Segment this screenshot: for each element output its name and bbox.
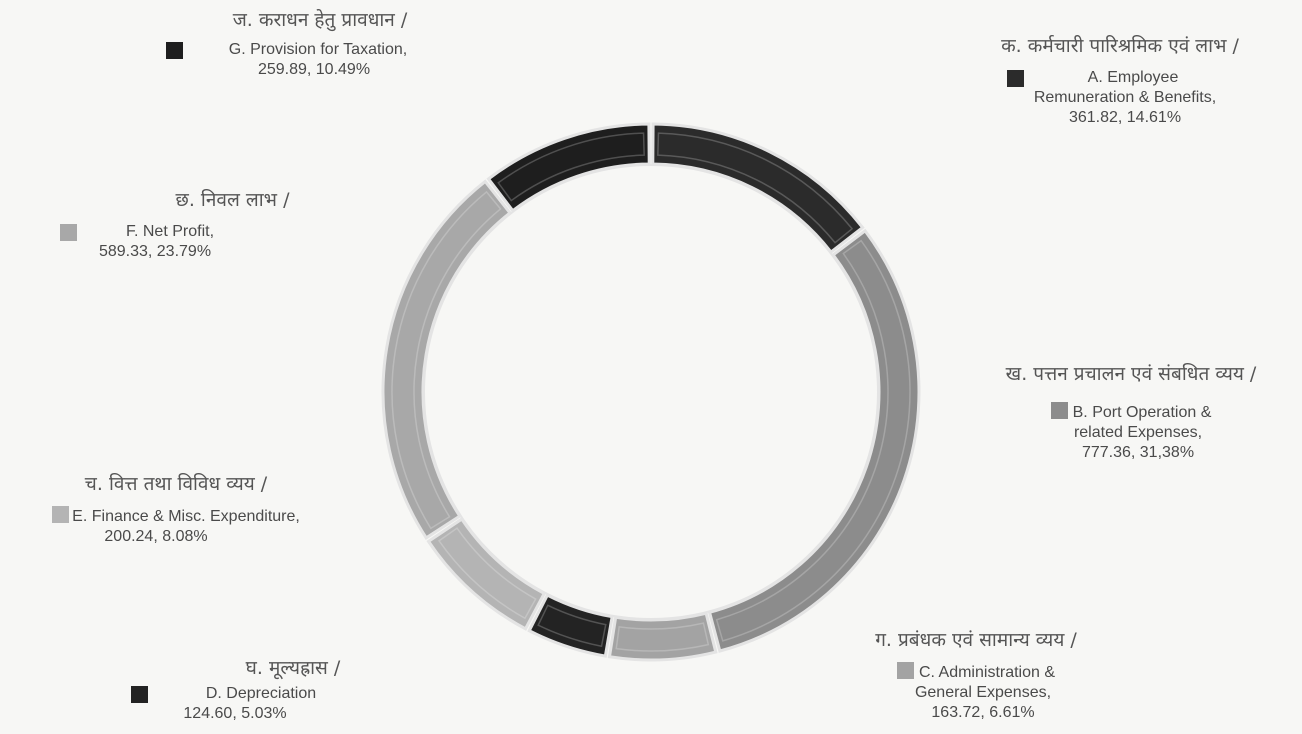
legend-g: ज. कराधन हेतु प्रावधान / G. Provision fo… [150,8,470,80]
legend-b-line2: related Expenses, [966,423,1296,443]
legend-g-hindi: ज. कराधन हेतु प्रावधान / [150,8,470,32]
legend-a-line3: 361.82, 14.61% [930,108,1302,128]
donut-slice-a [653,124,863,252]
legend-d: घ. मूल्यह्रास / D. Depreciation 124.60, … [110,656,410,724]
legend-f-line2: 589.33, 23.79% [40,242,340,262]
legend-a-line1: A. Employee [1062,69,1179,86]
donut-slice-a-arc [653,124,863,252]
legend-a-hindi: क. कर्मचारी पारिश्रमिक एवं लाभ / [930,34,1302,58]
legend-c-line1: C. Administration & [919,664,1055,681]
legend-g-line2: 259.89, 10.49% [150,60,470,80]
donut-slice-e [428,519,544,629]
donut-inner-ring [424,165,878,619]
donut-slice-f-arc [383,181,510,537]
donut-slice-b [710,231,919,651]
legend-b: ख. पत्तन प्रचालन एवं संबधित व्यय / B. Po… [966,362,1296,463]
legend-e-swatch [52,506,69,523]
legend-a-line2: Remuneration & Benefits, [930,88,1302,108]
legend-f-hindi: छ. निवल लाभ / [40,188,340,212]
legend-b-line3: 777.36, 31,38% [966,443,1296,463]
legend-e: च. वित्त तथा विविध व्यय / E. Finance & M… [6,472,346,547]
legend-c-swatch [897,662,914,679]
legend-f: छ. निवल लाभ / F. Net Profit, 589.33, 23.… [40,188,340,262]
legend-d-swatch [131,686,148,703]
legend-c: ग. प्रबंधक एवं सामान्य व्यय / C. Adminis… [836,628,1116,723]
legend-a-swatch [1007,70,1024,87]
legend-f-swatch [60,224,77,241]
donut-slice-b-arc [710,231,919,651]
donut-slice-f [383,181,510,537]
legend-b-hindi: ख. पत्तन प्रचालन एवं संबधित व्यय / [966,362,1296,386]
legend-b-swatch [1051,402,1068,419]
legend-a: क. कर्मचारी पारिश्रमिक एवं लाभ / A. Empl… [930,34,1302,128]
legend-f-line1: F. Net Profit, [126,223,254,240]
legend-c-line2: General Expenses, [836,683,1116,703]
legend-g-swatch [166,42,183,59]
donut-slice-c [609,613,715,660]
donut-slice-c-arc [609,613,715,660]
legend-d-line1: D. Depreciation [204,685,316,702]
legend-d-hindi: घ. मूल्यह्रास / [110,656,410,680]
legend-d-line2: 124.60, 5.03% [110,704,410,724]
legend-e-line1: E. Finance & Misc. Expenditure, [72,508,300,525]
legend-e-hindi: च. वित्त तथा विविध व्यय / [6,472,346,496]
legend-g-line1: G. Provision for Taxation, [213,41,407,58]
legend-b-line1: B. Port Operation & [1073,404,1212,421]
legend-c-line3: 163.72, 6.61% [836,703,1116,723]
legend-e-line2: 200.24, 8.08% [6,527,346,547]
legend-c-hindi: ग. प्रबंधक एवं सामान्य व्यय / [836,628,1116,652]
